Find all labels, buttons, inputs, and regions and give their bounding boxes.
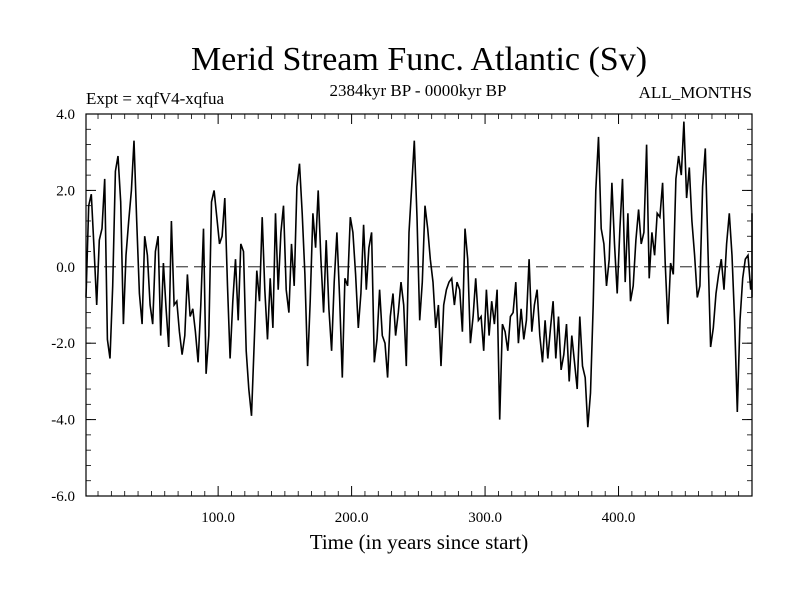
x-tick-label: 100.0 [201,510,235,526]
chart-title: Merid Stream Func. Atlantic (Sv) [191,41,647,78]
y-tick-label: -2.0 [51,336,75,352]
y-tick-label: 4.0 [56,107,75,123]
y-tick-label: 0.0 [56,260,75,276]
y-tick-label: -4.0 [51,413,75,429]
series-group [85,121,753,428]
series-line [85,121,753,428]
experiment-label: Expt = xqfV4-xqfua [86,89,224,108]
x-tick-label: 200.0 [335,510,369,526]
x-axis: 100.0 200.0 300.0 400.0 [97,114,740,526]
x-axis-label: Time (in years since start) [310,530,529,554]
y-tick-label: -6.0 [51,489,75,505]
x-tick-label: 400.0 [602,510,636,526]
x-tick-label: 300.0 [468,510,502,526]
y-tick-label: 2.0 [56,183,75,199]
plot-frame [85,113,753,497]
months-label: ALL_MONTHS [639,83,752,102]
time-range-label: 2384kyr BP - 0000kyr BP [330,81,507,100]
